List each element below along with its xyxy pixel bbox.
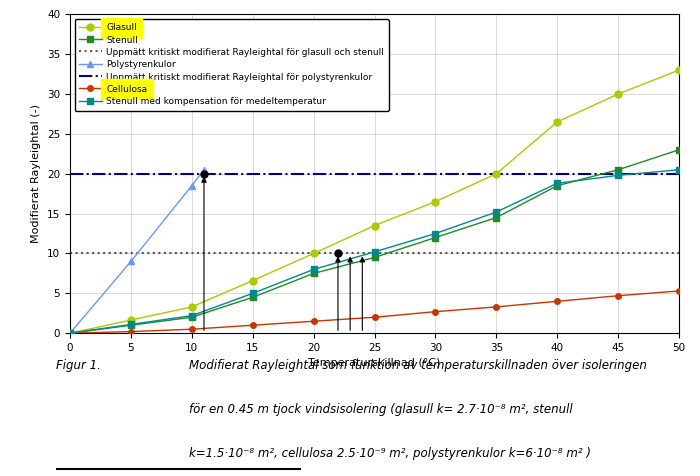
Text: för en 0.45 m tjock vindsisolering (glasull k= 2.7·10⁻⁸ m², stenull: för en 0.45 m tjock vindsisolering (glas… <box>189 403 573 416</box>
Text: Figur 1.: Figur 1. <box>56 359 101 372</box>
Text: Modifierat Rayleightal som funktion av temperaturskillnaden över isoleringen: Modifierat Rayleightal som funktion av t… <box>189 359 647 372</box>
Legend: Glasull, Stenull, Uppmätt kritiskt modifierat Rayleightal för glasull och stenul: Glasull, Stenull, Uppmätt kritiskt modif… <box>74 19 389 111</box>
Text: k=1.5·10⁻⁸ m², cellulosa 2.5·10⁻⁹ m², polystyrenkulor k=6·10⁻⁸ m² ): k=1.5·10⁻⁸ m², cellulosa 2.5·10⁻⁹ m², po… <box>189 446 591 460</box>
X-axis label: Temperaturskillnad (°C): Temperaturskillnad (°C) <box>308 358 441 368</box>
Y-axis label: Modifierat Rayleightal (-): Modifierat Rayleightal (-) <box>32 104 41 243</box>
